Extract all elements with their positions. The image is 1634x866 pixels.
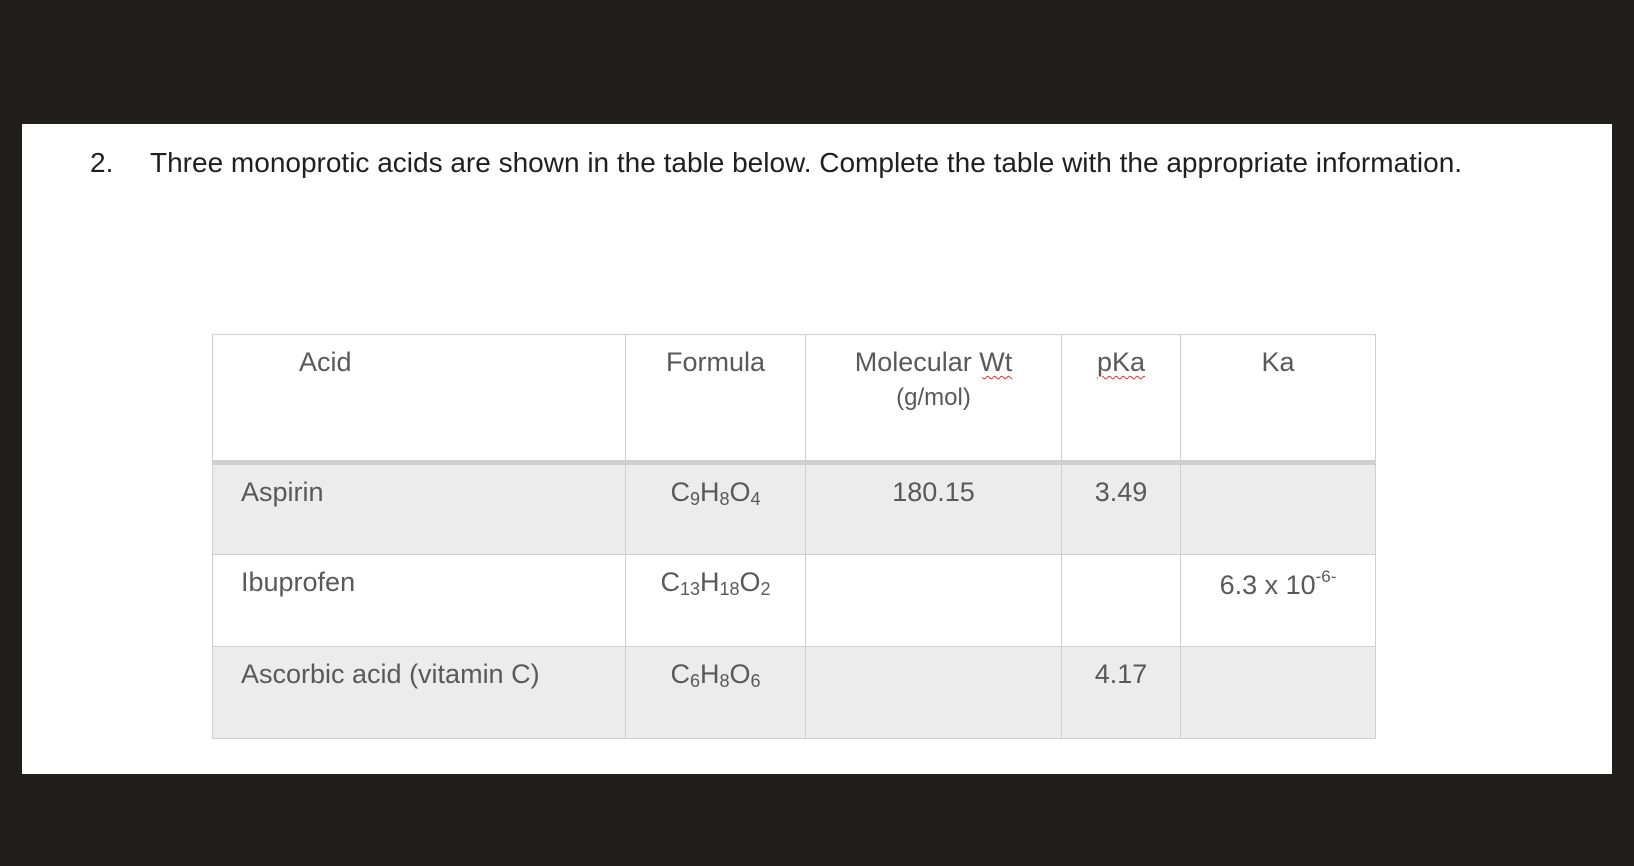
formula-element: O (739, 567, 761, 597)
cell-ka (1180, 462, 1376, 555)
formula-subscript: 4 (750, 489, 761, 509)
header-mw-unit: (g/mol) (896, 384, 971, 411)
ka-exponent: -6- (1315, 567, 1337, 586)
cell-pka (1061, 554, 1181, 647)
question-text: Three monoprotic acids are shown in the … (150, 147, 1463, 178)
formula-subscript: 13 (679, 579, 700, 599)
cell-formula: C9H8O4 (625, 462, 806, 555)
formula-element: C (670, 659, 690, 689)
cell-ka (1180, 646, 1376, 739)
table-row: Ascorbic acid (vitamin C) C6H8O6 4.17 (212, 646, 1376, 739)
header-ka: Ka (1180, 334, 1376, 465)
cell-mw (805, 646, 1062, 739)
table-row: Aspirin C9H8O4 180.15 3.49 (212, 462, 1376, 555)
cell-acid: Ascorbic acid (vitamin C) (212, 646, 626, 739)
formula-subscript: 8 (719, 671, 730, 691)
header-formula: Formula (625, 334, 806, 465)
formula-element: O (729, 477, 751, 507)
ka-value: 6.3 x 10 (1219, 570, 1316, 600)
header-pka: pKa (1061, 334, 1181, 465)
formula-subscript: 8 (719, 489, 730, 509)
formula-element: H (699, 477, 720, 507)
table-row: Ibuprofen C13H18O2 6.3 x 10-6- (212, 554, 1376, 647)
formula-element: H (699, 659, 720, 689)
formula-subscript: 9 (689, 489, 700, 509)
header-pka-label: pKa (1096, 347, 1146, 377)
formula-element: O (729, 659, 751, 689)
cell-acid: Aspirin (212, 462, 626, 555)
cell-mw: 180.15 (805, 462, 1062, 555)
question-number: 2. (90, 147, 114, 178)
cell-pka: 3.49 (1061, 462, 1181, 555)
cell-formula: C6H8O6 (625, 646, 806, 739)
formula-subscript: 6 (750, 671, 761, 691)
cell-pka: 4.17 (1061, 646, 1181, 739)
formula-subscript: 18 (719, 579, 740, 599)
acids-table: Acid Formula Molecular Wt (g/mol) pKa Ka … (212, 334, 1376, 739)
cell-acid: Ibuprofen (212, 554, 626, 647)
header-acid: Acid (212, 334, 626, 465)
formula-element: C (660, 567, 680, 597)
document-page: 2. Three monoprotic acids are shown in t… (22, 124, 1612, 774)
header-mw-label: Molecular Wt (854, 347, 1013, 377)
cell-ka: 6.3 x 10-6- (1180, 554, 1376, 647)
formula-subscript: 2 (760, 579, 771, 599)
cell-mw (805, 554, 1062, 647)
formula-subscript: 6 (689, 671, 700, 691)
table-header-row: Acid Formula Molecular Wt (g/mol) pKa Ka (212, 334, 1376, 465)
formula-element: H (699, 567, 720, 597)
formula-element: C (670, 477, 690, 507)
header-mw: Molecular Wt (g/mol) (805, 334, 1062, 465)
cell-formula: C13H18O2 (625, 554, 806, 647)
